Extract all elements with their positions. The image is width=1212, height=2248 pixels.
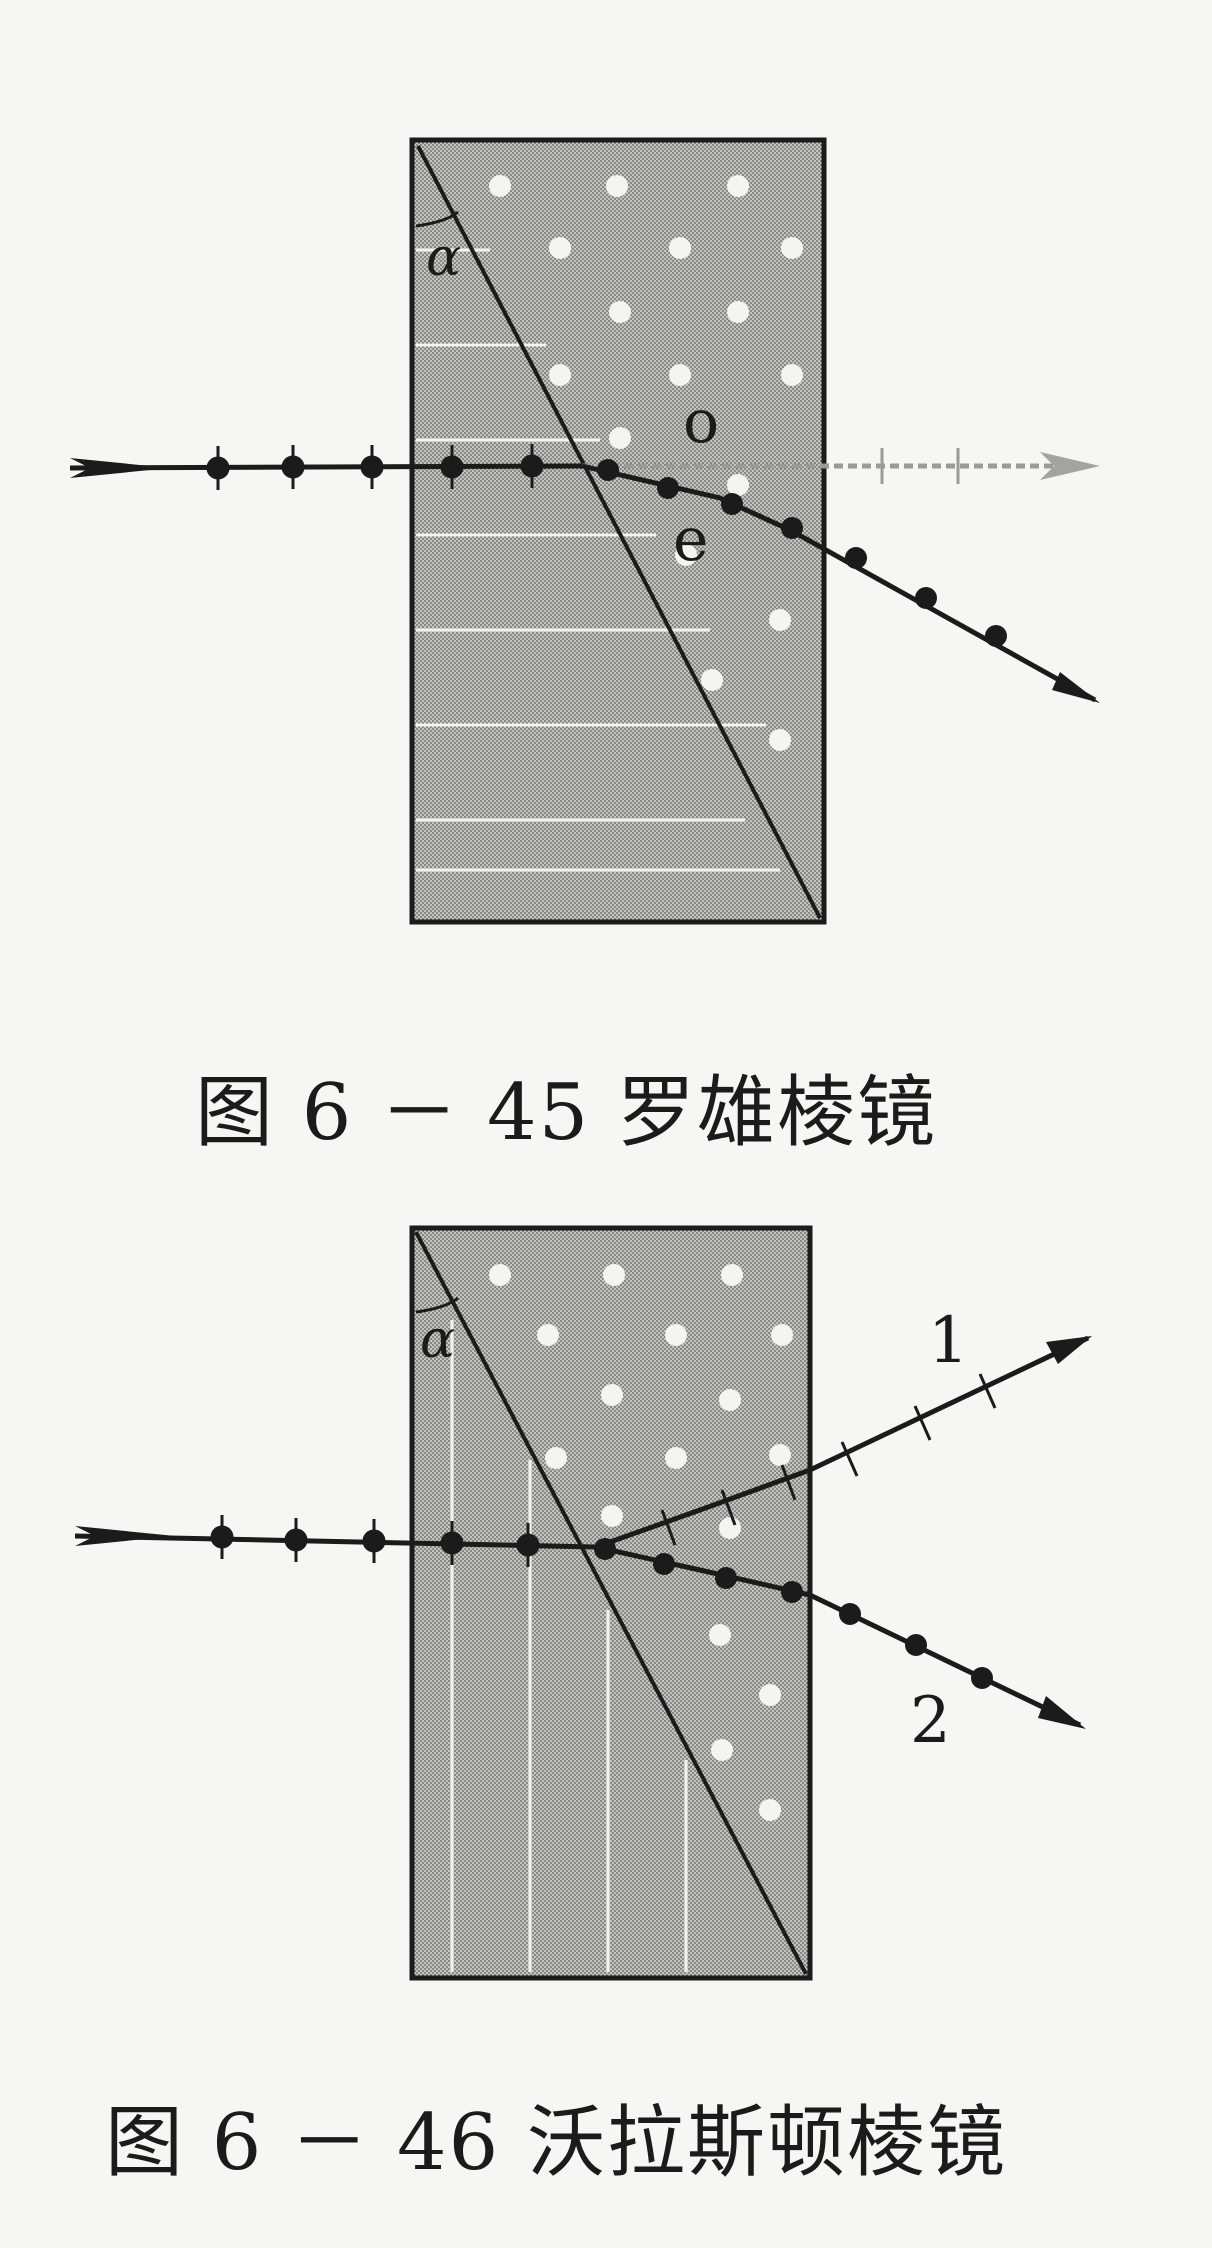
e-ray-polarization-dots bbox=[597, 459, 1007, 647]
figure-6-46-caption: 图 6 － 46 沃拉斯顿棱镜 bbox=[105, 2098, 1008, 2188]
ray-2-label: 2 bbox=[910, 1684, 951, 1758]
o-ray-arrowhead bbox=[1040, 452, 1100, 480]
e-ray bbox=[581, 463, 1097, 703]
incident-polarization-marks bbox=[210, 1515, 540, 1567]
wollaston-prism-figure: α 1 2 bbox=[74, 1225, 1092, 1981]
right-crystal-dots bbox=[489, 1264, 793, 1821]
prism-outline bbox=[409, 137, 827, 925]
prism-interface bbox=[416, 145, 822, 919]
ray-1-polarization-marks bbox=[660, 1373, 997, 1546]
ray-2-arrowhead bbox=[1038, 1696, 1086, 1729]
left-crystal-hatching bbox=[416, 248, 780, 872]
prism-interface bbox=[414, 1231, 808, 1975]
prism-outline bbox=[409, 1225, 813, 1981]
e-ray-arrowhead bbox=[1052, 672, 1100, 703]
e-ray-label: e bbox=[673, 505, 709, 575]
angle-arc bbox=[415, 210, 459, 228]
rochon-prism-figure: α o e bbox=[69, 137, 1100, 925]
ray-1 bbox=[595, 1335, 1090, 1550]
o-ray-label: o bbox=[683, 387, 719, 457]
angle-arc bbox=[415, 1296, 459, 1314]
right-crystal-dots bbox=[489, 175, 803, 751]
incident-polarization-marks bbox=[206, 444, 544, 490]
incident-arrowhead bbox=[75, 1526, 175, 1546]
ray-2 bbox=[595, 1544, 1082, 1728]
figure-6-45-caption: 图 6 － 45 罗雄棱镜 bbox=[194, 1068, 938, 1158]
incident-ray bbox=[74, 1533, 597, 1550]
ray-1-arrowhead bbox=[1046, 1336, 1092, 1364]
angle-label: α bbox=[426, 228, 461, 288]
o-ray-marks bbox=[880, 448, 960, 484]
incident-arrowhead bbox=[70, 458, 170, 478]
angle-label: α bbox=[420, 1310, 455, 1370]
ray-2-polarization-dots bbox=[594, 1538, 993, 1689]
ray-1-label: 1 bbox=[928, 1304, 969, 1378]
